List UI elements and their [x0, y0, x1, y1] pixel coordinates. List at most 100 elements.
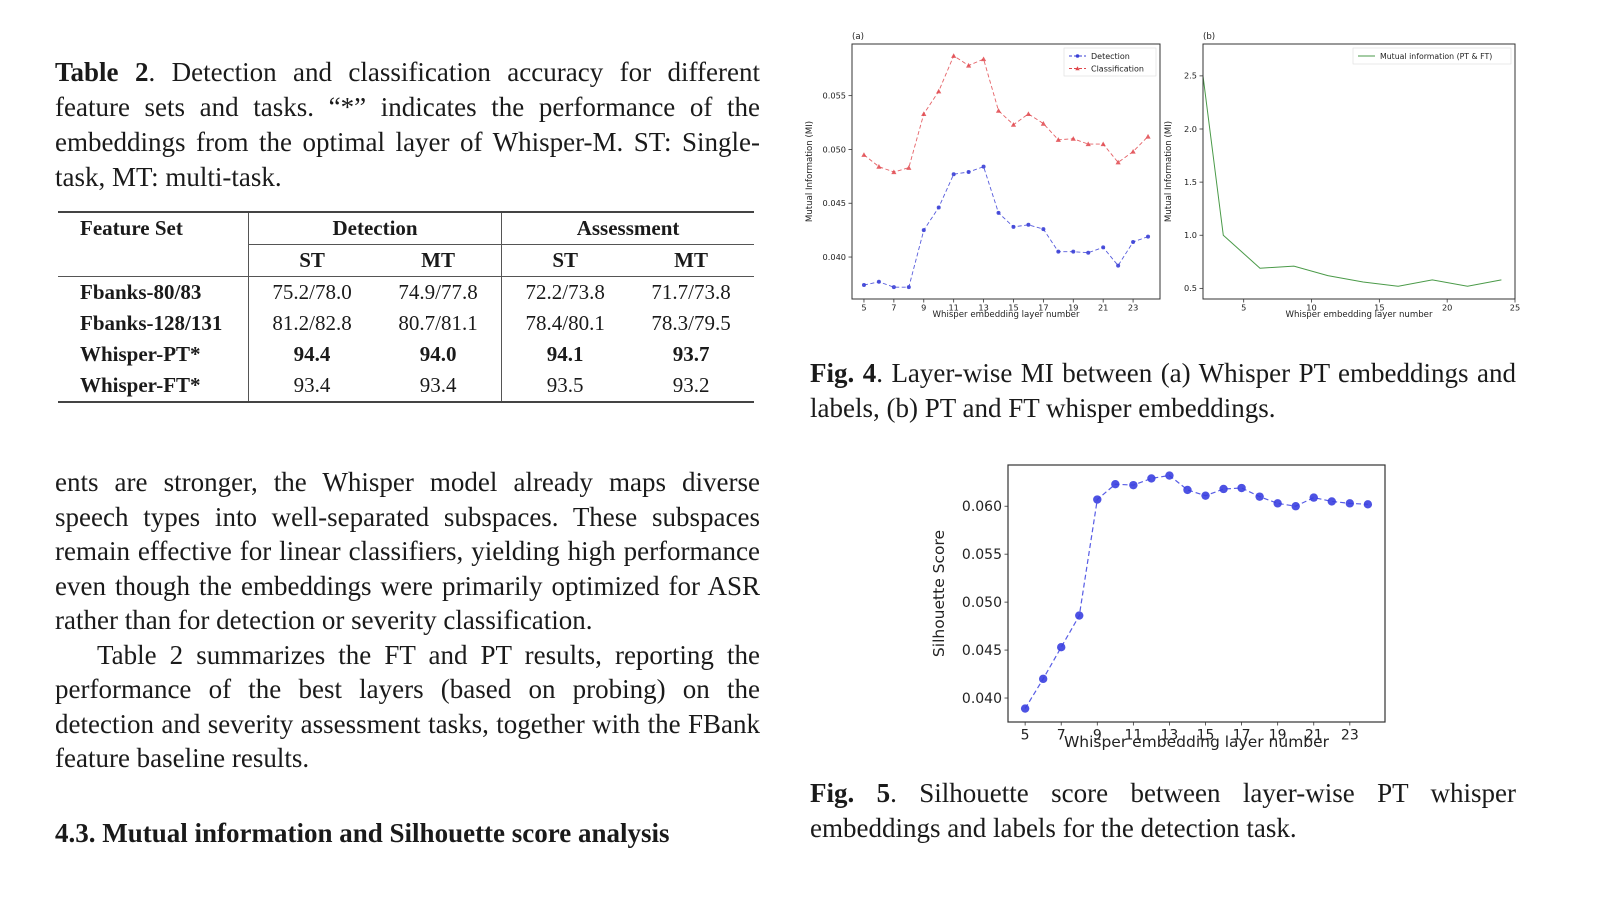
data-point [1026, 222, 1031, 227]
plot-frame [1007, 464, 1386, 723]
y-axis-label: Mutual Information (MI) [805, 121, 815, 222]
fig4a-chart: (a) 5 7 9 11 13 15 17 19 21 23 0.040 0.045 0.050 0.055… [805, 32, 1161, 320]
data-point [921, 111, 927, 117]
data-point [1291, 502, 1300, 511]
results-table: Feature Set Detection Assessment ST MT S… [58, 211, 754, 403]
y-tick-label: 0.055 [823, 91, 846, 101]
x-tick-label: 9 [921, 303, 926, 313]
header-detection: Detection [247, 211, 502, 245]
x-tick-label: 20 [1442, 303, 1452, 313]
data-point [936, 88, 942, 94]
row-feature-name: Whisper-FT* [58, 370, 249, 403]
legend-label: Mutual information (PT & FT) [1380, 52, 1492, 61]
data-point [1101, 245, 1106, 250]
data-point [1070, 136, 1076, 141]
x-tick-label: 13 [978, 303, 988, 313]
table-cell: 78.4/80.1 [501, 308, 629, 339]
table-body: Fbanks-80/83 75.2/78.0 74.9/77.8 72.2/73.8 7… [58, 276, 754, 403]
data-point [951, 172, 956, 177]
table-row: Whisper-FT* 93.4 93.4 93.5 93.2 [58, 370, 754, 403]
data-point [1201, 491, 1210, 500]
subheader-detection-st: ST [248, 244, 376, 277]
table-row: Whisper-PT* 94.4 94.0 94.1 93.7 [58, 339, 754, 370]
table-cell: 93.4 [248, 370, 376, 403]
y-tick-label: 0.040 [962, 691, 1002, 707]
header-feature-set: Feature Set [58, 211, 249, 245]
data-point [1131, 239, 1136, 244]
data-point [1093, 495, 1102, 504]
header-empty [58, 244, 249, 277]
x-tick-label: 10 [1306, 303, 1316, 313]
data-point [1085, 141, 1091, 147]
data-point [966, 170, 971, 175]
table-cell: 72.2/73.8 [501, 276, 629, 308]
data-point [906, 285, 911, 290]
x-axis-label: Whisper embedding layer number [1286, 310, 1433, 320]
table-cell: 94.4 [248, 339, 376, 370]
data-point [876, 164, 882, 169]
table-cell: 74.9/77.8 [398, 280, 478, 304]
plot-frame [851, 43, 1161, 300]
table-cell: 81.2/82.8 [248, 308, 376, 339]
series-line-classification [863, 55, 1149, 173]
data-point [1086, 250, 1091, 255]
fig4b-chart: (b) 5 10 15 20 25 0.5 1.0 1.5 2.0 2.5 Whisper embed… [1164, 32, 1520, 320]
data-point [1057, 643, 1066, 652]
x-tick-label: 21 [1305, 728, 1323, 744]
legend-label: Classification [1091, 65, 1144, 74]
subheader-assessment-st: ST [501, 244, 629, 277]
x-tick-label: 9 [1093, 728, 1102, 744]
series-line-detection [863, 166, 1149, 288]
x-tick-label: 7 [891, 303, 896, 313]
table-cell: 93.2 [628, 370, 754, 403]
data-point [1040, 121, 1046, 126]
y-axis-label: Silhouette Score [930, 530, 948, 657]
data-point [981, 164, 986, 169]
y-tick-label: 0.5 [1184, 283, 1197, 293]
data-point [1075, 611, 1084, 620]
data-point [1147, 474, 1156, 483]
table-cell: 93.7 [672, 342, 710, 366]
y-tick-label: 2.5 [1184, 71, 1197, 81]
y-tick-label: 1.0 [1184, 230, 1197, 240]
table-caption-text: . Detection and classification accuracy … [55, 57, 760, 192]
table-cell: 94.0 [419, 342, 457, 366]
x-tick-label: 21 [1098, 303, 1108, 313]
x-tick-label: 7 [1057, 728, 1066, 744]
x-tick-label: 19 [1269, 728, 1287, 744]
data-point [1056, 249, 1061, 254]
x-tick-label: 15 [1008, 303, 1018, 313]
fig4-caption-label: Fig. 4 [810, 358, 877, 388]
data-point [1071, 249, 1076, 254]
data-point [921, 228, 926, 233]
header-assessment: Assessment [501, 211, 754, 245]
data-point [1145, 133, 1151, 139]
data-point [1363, 500, 1373, 509]
y-tick-label: 0.045 [823, 198, 846, 208]
data-point [1041, 227, 1046, 232]
data-point [1116, 263, 1121, 268]
fig5-caption: Fig. 5. Silhouette score between layer-w… [810, 776, 1516, 846]
y-tick-label: 1.5 [1184, 177, 1197, 187]
x-tick-label: 15 [1197, 728, 1215, 744]
data-point [891, 285, 896, 290]
data-point [1011, 224, 1016, 229]
fig5-caption-text: . Silhouette score between layer-wise PT… [810, 778, 1516, 843]
table-row: Fbanks-128/131 81.2/82.8 80.7/81.1 78.4/80.… [58, 308, 754, 339]
data-point [996, 210, 1001, 215]
data-point [1165, 471, 1174, 480]
row-feature-name: Fbanks-128/131 [80, 311, 223, 335]
y-tick-label: 0.055 [962, 547, 1002, 563]
series-line-mutual-information-pt-ft- [1202, 75, 1502, 287]
y-tick-label: 0.045 [962, 643, 1002, 659]
data-point [995, 108, 1002, 113]
data-point [891, 169, 897, 175]
table-cell: 93.4 [375, 370, 502, 403]
x-tick-label: 23 [1341, 728, 1359, 744]
data-point [1130, 148, 1136, 154]
x-tick-label: 5 [1021, 728, 1030, 744]
data-point [1010, 122, 1017, 127]
body-paragraph-2: Table 2 summarizes the FT and PT results… [55, 639, 760, 774]
row-feature-name: Fbanks-80/83 [80, 280, 202, 304]
data-point [1273, 499, 1282, 508]
